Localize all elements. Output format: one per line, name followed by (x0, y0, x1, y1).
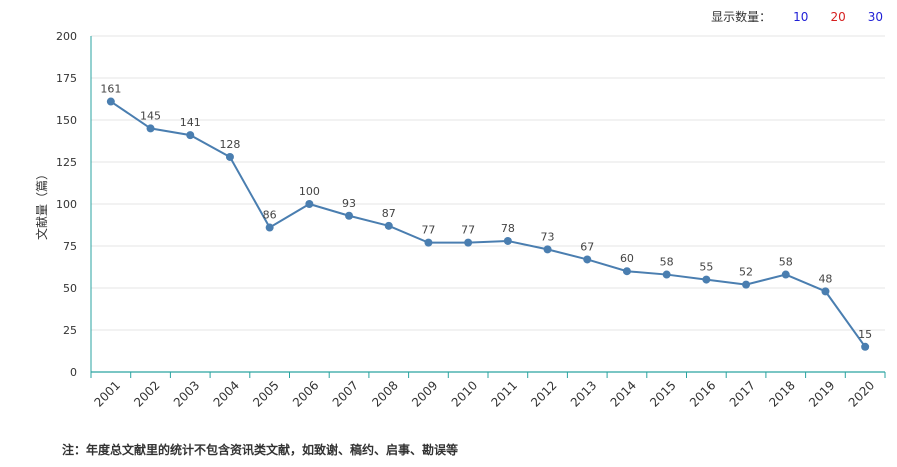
x-tick-label: 2004 (211, 378, 242, 409)
data-label: 48 (818, 272, 832, 285)
x-tick-label: 2017 (727, 378, 758, 409)
data-point (146, 124, 155, 133)
x-tick-label: 2005 (250, 378, 281, 409)
data-point (622, 267, 631, 276)
x-tick-label: 2007 (330, 378, 361, 409)
data-label: 100 (299, 185, 320, 198)
y-tick-label: 50 (63, 282, 77, 295)
data-point (742, 280, 751, 289)
data-point (503, 236, 512, 245)
data-point (464, 238, 473, 247)
x-tick-label: 2016 (687, 378, 718, 409)
data-label: 77 (461, 224, 475, 237)
data-point (543, 245, 552, 254)
data-point (225, 152, 234, 161)
x-tick-label: 2020 (846, 378, 877, 409)
data-label: 73 (541, 230, 555, 243)
x-tick-label: 2014 (608, 378, 639, 409)
series-polyline (110, 100, 866, 348)
series-line (110, 100, 866, 348)
data-label: 67 (580, 240, 594, 253)
y-tick-label: 175 (56, 72, 77, 85)
display-count-option-30[interactable]: 30 (867, 9, 883, 24)
data-point (384, 221, 393, 230)
x-tick-label: 2011 (488, 378, 519, 409)
y-tick-label: 150 (56, 114, 77, 127)
data-label: 15 (858, 328, 872, 341)
x-tick-label: 2012 (528, 378, 559, 409)
y-tick-label: 75 (63, 240, 77, 253)
data-point (702, 275, 711, 284)
data-point (424, 238, 433, 247)
data-label: 55 (699, 261, 713, 274)
data-label: 93 (342, 197, 356, 210)
x-tick-label: 2013 (568, 378, 599, 409)
x-tick-label: 2010 (449, 378, 480, 409)
x-tick-label: 2015 (647, 378, 678, 409)
data-label: 161 (100, 83, 121, 96)
display-count-selector: 显示数量： 10 20 30 (711, 8, 883, 25)
x-tick-label: 2009 (409, 378, 440, 409)
data-label: 128 (219, 138, 240, 151)
data-point (861, 342, 870, 351)
data-point (265, 223, 274, 232)
data-label: 77 (421, 224, 435, 237)
y-axis-label: 文献量（篇） (34, 168, 49, 240)
data-point (345, 211, 354, 220)
data-label: 58 (660, 256, 674, 269)
y-axis-ticks: 0 25 50 75 100 125 150 175 200 (56, 30, 77, 379)
data-point (186, 131, 195, 140)
data-label: 58 (779, 256, 793, 269)
x-axis-ticks: 2001 2002 2003 2004 2005 2006 2007 2008 2009 2010… (90, 372, 886, 410)
x-tick-label: 2006 (290, 378, 321, 409)
x-tick-label: 2018 (766, 378, 797, 409)
data-point (821, 287, 830, 296)
y-tick-label: 25 (63, 324, 77, 337)
data-point (662, 270, 671, 279)
display-count-option-10[interactable]: 10 (793, 9, 809, 24)
data-label: 78 (501, 222, 515, 235)
data-label: 141 (180, 116, 201, 129)
data-point (583, 255, 592, 264)
x-tick-label: 2019 (806, 378, 837, 409)
x-tick-label: 2003 (171, 378, 202, 409)
x-tick-label: 2002 (131, 378, 162, 409)
data-label: 86 (263, 209, 277, 222)
x-tick-label: 2001 (91, 378, 122, 409)
data-point (781, 270, 790, 279)
y-tick-label: 200 (56, 30, 77, 43)
data-label: 60 (620, 252, 634, 265)
y-tick-label: 125 (56, 156, 77, 169)
data-label: 87 (382, 207, 396, 220)
y-tick-label: 0 (70, 366, 77, 379)
data-label: 52 (739, 266, 753, 279)
data-points (106, 97, 870, 351)
display-count-label: 显示数量： (711, 10, 772, 24)
data-point (106, 97, 115, 106)
grid-lines (91, 35, 885, 331)
display-count-option-20[interactable]: 20 (830, 9, 846, 24)
data-labels: 161 145 141 128 86 100 93 87 77 77 78 73 67 60 58 55 52 5… (100, 83, 872, 341)
data-point (305, 200, 314, 208)
data-label: 145 (140, 109, 161, 122)
x-tick-label: 2008 (369, 378, 400, 409)
footnote: 注：年度总文献里的统计不包含资讯类文献，如致谢、稿约、启事、勘误等 (62, 443, 459, 457)
y-tick-label: 100 (56, 198, 77, 211)
